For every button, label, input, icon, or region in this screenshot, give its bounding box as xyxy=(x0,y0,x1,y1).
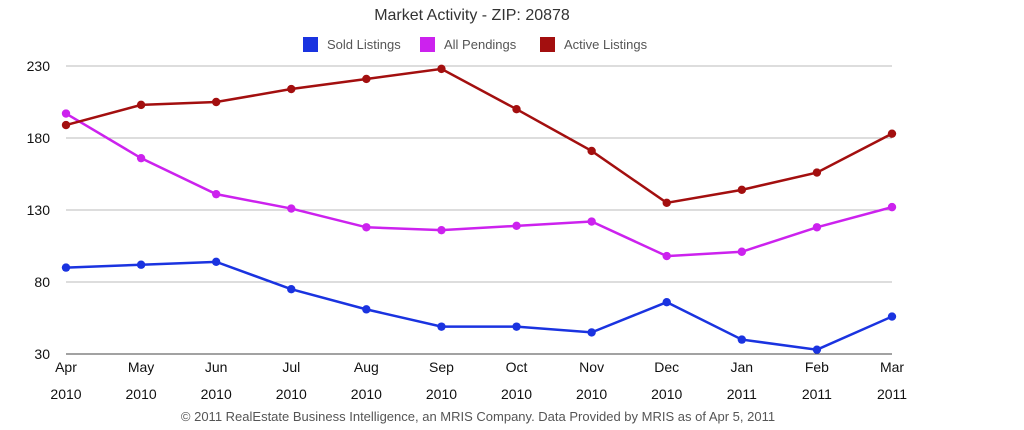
data-point-sold-listings xyxy=(437,322,446,331)
data-point-active-listings xyxy=(61,120,71,130)
x-tick-month: Apr xyxy=(55,359,77,375)
legend-swatch-sold-listings xyxy=(303,37,318,52)
x-tick-month: Feb xyxy=(805,359,829,375)
data-point-sold-listings xyxy=(662,297,671,307)
data-point-sold-listings xyxy=(512,322,521,331)
data-point-active-listings xyxy=(662,198,671,207)
y-tick-label: 230 xyxy=(27,58,51,74)
legend-label-sold-listings: Sold Listings xyxy=(327,37,401,52)
y-axis-ticks: 30 80 130 180 230 xyxy=(27,58,51,362)
data-point-sold-listings xyxy=(211,257,221,267)
data-point-all-pendings xyxy=(61,109,71,118)
series-line-active-listings xyxy=(65,67,893,205)
x-tick-month: Aug xyxy=(354,359,379,375)
data-point-all-pendings xyxy=(512,221,521,231)
legend-label-active-listings: Active Listings xyxy=(564,37,648,52)
x-tick-month: Jul xyxy=(282,359,300,375)
data-point-all-pendings xyxy=(287,204,296,213)
x-tick-year: 2010 xyxy=(651,386,682,402)
data-point-all-pendings xyxy=(812,223,822,232)
x-tick-month: May xyxy=(128,359,154,375)
series-lines xyxy=(61,64,897,354)
x-tick-month: Nov xyxy=(579,359,604,375)
x-tick-year: 2010 xyxy=(576,386,607,402)
data-point-sold-listings xyxy=(362,305,371,314)
copyright-footer: © 2011 RealEstate Business Intelligence,… xyxy=(181,409,775,424)
data-point-sold-listings xyxy=(61,263,71,272)
data-point-active-listings xyxy=(812,168,822,177)
series-line-sold-listings xyxy=(65,260,893,351)
x-tick-year: 2011 xyxy=(877,386,907,402)
data-point-active-listings xyxy=(211,97,221,107)
x-tick-month: Jan xyxy=(731,359,754,375)
data-point-sold-listings xyxy=(737,335,747,344)
data-point-active-listings xyxy=(287,84,296,94)
x-tick-year: 2010 xyxy=(351,386,382,402)
data-point-active-listings xyxy=(437,64,446,74)
x-tick-year: 2010 xyxy=(50,386,81,402)
x-tick-year: 2010 xyxy=(426,386,457,402)
legend-swatch-active-listings xyxy=(540,37,555,52)
grid-lines xyxy=(66,65,892,355)
x-tick-month: Sep xyxy=(429,359,454,375)
data-point-active-listings xyxy=(587,146,596,156)
data-point-sold-listings xyxy=(136,260,146,269)
data-point-active-listings xyxy=(737,185,747,195)
data-point-all-pendings xyxy=(211,189,221,199)
y-tick-label: 130 xyxy=(27,202,51,218)
data-point-sold-listings xyxy=(887,312,897,321)
x-tick-year: 2011 xyxy=(727,386,757,402)
x-tick-year: 2010 xyxy=(276,386,307,402)
x-tick-month: Jun xyxy=(205,359,228,375)
data-point-sold-listings xyxy=(287,285,296,294)
data-point-all-pendings xyxy=(437,225,446,235)
data-point-sold-listings xyxy=(587,328,596,337)
data-point-all-pendings xyxy=(737,247,747,256)
data-point-active-listings xyxy=(362,74,371,84)
y-tick-label: 30 xyxy=(34,346,50,362)
data-point-sold-listings xyxy=(812,345,822,354)
y-tick-label: 80 xyxy=(34,274,50,290)
x-tick-month: Oct xyxy=(506,359,528,375)
chart-title: Market Activity - ZIP: 20878 xyxy=(374,7,570,24)
x-tick-year: 2011 xyxy=(802,386,832,402)
x-tick-month: Mar xyxy=(880,359,904,375)
x-axis-ticks: Apr 2010 May 2010 Jun 2010 Jul 2010 Aug 2010 Sep 20… xyxy=(50,359,907,402)
data-point-all-pendings xyxy=(362,223,371,232)
data-point-active-listings xyxy=(136,100,146,110)
x-tick-month: Dec xyxy=(654,359,679,375)
data-point-all-pendings xyxy=(662,251,671,261)
data-point-all-pendings xyxy=(136,153,146,163)
data-point-active-listings xyxy=(512,105,521,114)
legend-swatch-all-pendings xyxy=(420,37,435,52)
legend: Sold Listings All Pendings Active Listings xyxy=(303,37,648,52)
data-point-all-pendings xyxy=(887,202,897,212)
data-point-active-listings xyxy=(887,129,897,138)
x-tick-year: 2010 xyxy=(201,386,232,402)
data-point-all-pendings xyxy=(587,217,596,226)
series-line-all-pendings xyxy=(65,112,893,258)
legend-label-all-pendings: All Pendings xyxy=(444,37,517,52)
x-tick-year: 2010 xyxy=(501,386,532,402)
y-tick-label: 180 xyxy=(27,130,51,146)
x-tick-year: 2010 xyxy=(126,386,157,402)
